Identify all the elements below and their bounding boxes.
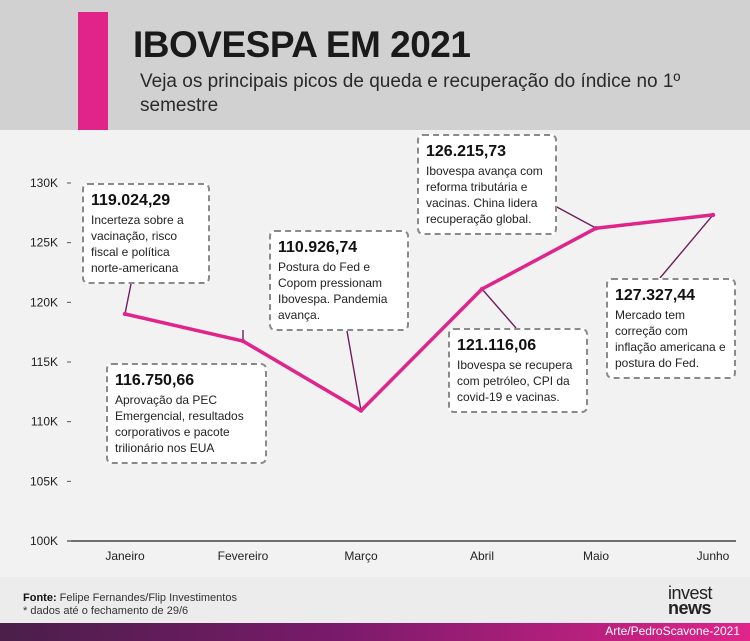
x-tick-label: Janeiro [105, 549, 145, 563]
data-point [358, 408, 364, 413]
annotation-connector [481, 288, 517, 329]
source-name: Felipe Fernandes/Flip Investimentos [56, 592, 237, 604]
header: IBOVESPA EM 2021 Veja os principais pico… [0, 0, 750, 131]
source-text: Fonte: Felipe Fernandes/Flip Investiment… [23, 591, 237, 606]
annotation-value: 119.024,29 [91, 192, 171, 209]
line-chart: 100K 105K 110K 115K 120K 125K 130K Janeiro Fever… [30, 176, 736, 563]
annotation-value: 127.327,44 [615, 287, 696, 304]
annotation-janeiro: 119.024,29 Incerteza sobre a vacinação, … [82, 183, 210, 284]
y-tick-label: 100K [30, 534, 58, 548]
data-point [593, 225, 599, 231]
logo-line-1: invest [668, 583, 713, 603]
source-label: Fonte: [23, 592, 57, 604]
data-note: * dados até o fechamento de 29/6 [23, 605, 189, 617]
annotation-value: 126.215,73 [426, 143, 507, 160]
chart-panel: 100K 105K 110K 115K 120K 125K 130K Janeiro Fever… [0, 130, 750, 577]
logo-line-2: news [668, 598, 712, 618]
x-tick-label: Março [344, 549, 378, 563]
annotation-text: Postura do Fed e Copom pressionam Iboves… [278, 260, 388, 322]
investnews-logo: invest news [668, 583, 713, 618]
annotation-value: 121.116,06 [457, 337, 537, 354]
y-tick-label: 120K [30, 295, 58, 309]
annotation-text: Mercado tem correção com inflação americ… [615, 308, 726, 370]
bottom-bar [0, 623, 750, 641]
y-tick-label: 125K [30, 236, 58, 250]
annotation-connector [659, 214, 714, 279]
y-tick-label: 110K [31, 415, 58, 429]
annotation-value: 110.926,74 [278, 239, 358, 256]
annotation-abril: 121.116,06 Ibovespa se recupera com petr… [448, 328, 588, 413]
data-point [122, 311, 128, 317]
x-tick-label: Abril [470, 549, 494, 563]
data-point [479, 286, 485, 292]
x-tick-label: Maio [583, 549, 609, 563]
annotation-text: Ibovespa se recupera com petróleo, CPI d… [457, 358, 573, 404]
y-tick-label: 115K [31, 355, 58, 369]
y-tick-label: 130K [30, 176, 58, 190]
annotation-connector [554, 205, 597, 229]
data-point [240, 338, 246, 344]
annotation-text: Aprovação da PEC Emergencial, resultados… [115, 393, 244, 455]
x-tick-label: Fevereiro [218, 549, 269, 563]
annotation-text: Ibovespa avança com reforma tributária e… [426, 164, 543, 226]
data-point [710, 212, 716, 218]
annotation-marco: 110.926,74 Postura do Fed e Copom pressi… [269, 230, 409, 331]
ibovespa-series-line [123, 213, 715, 413]
x-tick-label: Junho [697, 549, 730, 563]
page-subtitle: Veja os principais picos de queda e recu… [140, 71, 681, 116]
annotation-connector [124, 283, 132, 315]
annotation-connector [346, 330, 362, 411]
annotation-junho: 127.327,44 Mercado tem correção com infl… [606, 278, 736, 379]
annotation-value: 116.750,66 [115, 372, 195, 389]
annotation-fevereiro: 116.750,66 Aprovação da PEC Emergencial,… [106, 363, 267, 464]
annotation-text: Incerteza sobre a vacinação, risco fisca… [91, 213, 184, 275]
y-tick-label: 105K [30, 474, 58, 488]
accent-bar [78, 12, 108, 131]
page-title: IBOVESPA EM 2021 [133, 24, 471, 65]
footer [0, 577, 750, 623]
art-credit: Arte/PedroScavone-2021 [605, 624, 740, 638]
annotation-maio: 126.215,73 Ibovespa avança com reforma t… [417, 134, 557, 235]
